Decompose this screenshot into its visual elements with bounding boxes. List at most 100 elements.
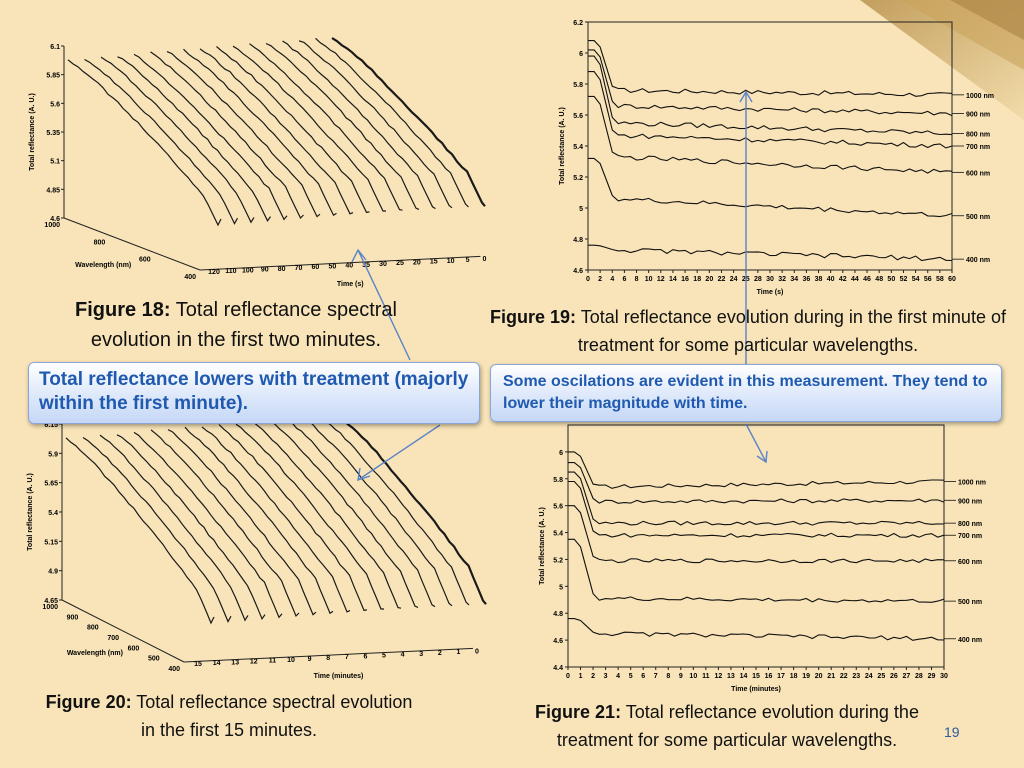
spectrum-curve bbox=[116, 434, 266, 621]
x-tick-label: 10 bbox=[645, 276, 653, 283]
time-tick-label: 10 bbox=[447, 258, 455, 265]
x-tick-label: 6 bbox=[641, 673, 645, 680]
x-tick-label: 29 bbox=[928, 673, 936, 680]
x-tick-label: 54 bbox=[912, 276, 920, 283]
x-axis-title: Time (s) bbox=[757, 289, 784, 296]
x-tick-label: 15 bbox=[752, 673, 760, 680]
wavelength-axis-line bbox=[61, 599, 185, 663]
x-tick-label: 23 bbox=[852, 673, 860, 680]
series-label: 500 nm bbox=[958, 599, 982, 606]
x-tick-label: 36 bbox=[803, 276, 811, 283]
figure-21-caption: Figure 21: Total reflectance evolution d… bbox=[500, 698, 954, 754]
arrow-line-fig18 bbox=[357, 249, 411, 361]
corner-decoration bbox=[860, 0, 1024, 120]
annotation-arrows bbox=[351, 90, 768, 482]
series-line-500-nm bbox=[568, 538, 945, 603]
series-label: 900 nm bbox=[966, 111, 990, 118]
arrow-head-fig20 bbox=[357, 467, 371, 482]
x-tick-label: 56 bbox=[924, 276, 932, 283]
time-tick-label: 60 bbox=[312, 264, 320, 271]
x-tick-label: 38 bbox=[815, 276, 823, 283]
z-tick-label: 5.35 bbox=[46, 130, 60, 137]
x-tick-label: 20 bbox=[815, 673, 823, 680]
y-tick-label: 5.2 bbox=[553, 557, 563, 564]
series-label: 600 nm bbox=[958, 559, 982, 566]
spectrum-curve bbox=[216, 46, 370, 214]
x-tick-label: 17 bbox=[777, 673, 785, 680]
spectrum-curve bbox=[249, 43, 403, 211]
time-tick-label: 15 bbox=[194, 661, 202, 668]
x-tick-label: 27 bbox=[903, 673, 911, 680]
x-tick-label: 46 bbox=[863, 276, 871, 283]
wavelength-axis-title: Wavelength (nm) bbox=[75, 262, 131, 269]
spectrum-curve bbox=[99, 434, 249, 622]
time-tick-label: 40 bbox=[345, 263, 353, 270]
series-line-700-nm bbox=[588, 71, 953, 149]
time-tick-label: 14 bbox=[213, 660, 221, 667]
time-tick-label: 25 bbox=[396, 260, 404, 267]
x-tick-label: 22 bbox=[718, 276, 726, 283]
time-tick-label: 10 bbox=[287, 657, 295, 664]
wavelength-tick-label: 900 bbox=[67, 614, 79, 621]
wavelength-tick-label: 600 bbox=[139, 257, 151, 264]
time-axis-title: Time (s) bbox=[337, 281, 364, 288]
wavelength-tick-label: 600 bbox=[128, 645, 140, 652]
x-tick-label: 3 bbox=[604, 673, 608, 680]
figure-21-label: Figure 21: bbox=[535, 702, 622, 722]
figure-19-caption: Figure 19: Total reflectance evolution d… bbox=[488, 303, 1008, 359]
x-tick-label: 10 bbox=[689, 673, 697, 680]
wavelength-tick-label: 1000 bbox=[42, 604, 58, 611]
x-tick-label: 16 bbox=[765, 673, 773, 680]
series-label: 400 nm bbox=[958, 637, 982, 644]
series-line-400-nm bbox=[568, 618, 945, 641]
time-tick-label: 50 bbox=[328, 263, 336, 270]
series-line-900-nm bbox=[568, 462, 945, 504]
x-tick-label: 30 bbox=[940, 673, 948, 680]
x-tick-label: 25 bbox=[877, 673, 885, 680]
x-tick-label: 60 bbox=[948, 276, 956, 283]
y-tick-label: 6 bbox=[559, 450, 563, 457]
spectrum-curve bbox=[150, 429, 300, 618]
spectrum-curve bbox=[201, 426, 351, 613]
spectrum-curve bbox=[184, 426, 334, 615]
time-tick-label: 8 bbox=[326, 655, 330, 662]
series-line-400-nm bbox=[588, 244, 953, 262]
spectrum-curve bbox=[232, 45, 386, 212]
wavelength-tick-label: 800 bbox=[87, 625, 99, 632]
x-tick-label: 28 bbox=[754, 276, 762, 283]
y-tick-label: 6 bbox=[579, 51, 583, 58]
x-tick-label: 12 bbox=[715, 673, 723, 680]
spectrum-curve bbox=[133, 53, 288, 221]
time-tick-label: 4 bbox=[401, 652, 405, 659]
time-tick-label: 100 bbox=[242, 267, 254, 274]
z-axis-title: Total reflectance (A. U.) bbox=[27, 473, 34, 551]
spectrum-curve bbox=[117, 56, 271, 222]
time-tick-label: 1 bbox=[456, 649, 460, 656]
page-number: 19 bbox=[944, 724, 960, 740]
y-axis-title: Total reflectance (A. U.) bbox=[539, 507, 546, 585]
time-axis-line bbox=[199, 255, 481, 271]
figure-20-caption: Figure 20: Total reflectance spectral ev… bbox=[44, 688, 414, 744]
spectrum-curve bbox=[183, 48, 337, 217]
spectrum-curve bbox=[100, 56, 255, 224]
spectrum-curve bbox=[331, 37, 486, 207]
y-tick-label: 5.6 bbox=[553, 504, 563, 511]
x-tick-label: 8 bbox=[666, 673, 670, 680]
x-tick-label: 58 bbox=[936, 276, 944, 283]
arrow-line-fig21 bbox=[745, 423, 767, 463]
spectrum-curve bbox=[269, 420, 419, 608]
arrow-line-fig20 bbox=[357, 424, 441, 481]
series-label: 600 nm bbox=[966, 170, 990, 177]
spectrum-curve bbox=[67, 59, 222, 227]
z-tick-label: 5.6 bbox=[50, 101, 60, 108]
series-line-600-nm bbox=[588, 95, 953, 174]
spectrum-curve bbox=[298, 40, 453, 209]
x-tick-label: 7 bbox=[654, 673, 658, 680]
figure-18-text: Total reflectance spectral evolution in … bbox=[90, 299, 397, 351]
x-tick-label: 32 bbox=[778, 276, 786, 283]
spectrum-curve bbox=[167, 429, 317, 616]
time-tick-label: 0 bbox=[475, 648, 479, 655]
z-tick-label: 6.15 bbox=[44, 422, 58, 429]
x-tick-label: 2 bbox=[598, 276, 602, 283]
figure-18-label: Figure 18: bbox=[74, 299, 171, 321]
